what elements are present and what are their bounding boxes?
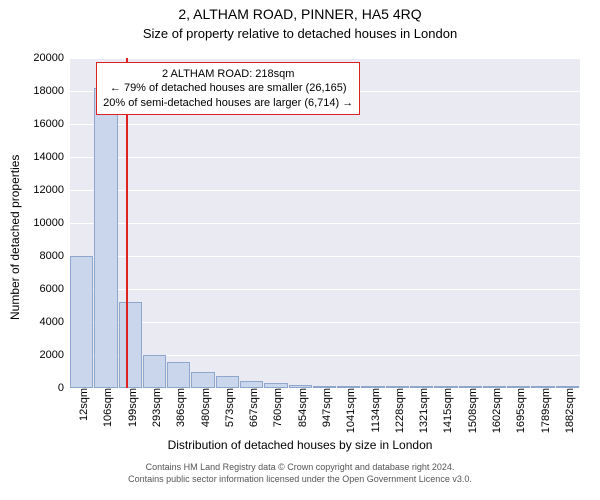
y-tick-label: 14000 bbox=[33, 151, 70, 163]
histogram-bar bbox=[191, 372, 214, 389]
x-tick-label: 1695sqm bbox=[515, 388, 527, 433]
chart-address-title: 2, ALTHAM ROAD, PINNER, HA5 4RQ bbox=[0, 6, 600, 22]
x-tick-label: 1789sqm bbox=[540, 388, 552, 433]
x-axis-label: Distribution of detached houses by size … bbox=[0, 438, 600, 452]
histogram-bar bbox=[119, 302, 142, 388]
gridline bbox=[70, 289, 580, 290]
x-tick-label: 760sqm bbox=[272, 388, 284, 427]
gridline bbox=[70, 190, 580, 191]
y-tick-label: 2000 bbox=[40, 349, 70, 361]
x-tick-label: 1041sqm bbox=[345, 388, 357, 433]
x-tick-label: 12sqm bbox=[78, 388, 90, 421]
histogram-bar bbox=[167, 362, 190, 388]
x-tick-label: 1415sqm bbox=[442, 388, 454, 433]
callout-line2: ← 79% of detached houses are smaller (26… bbox=[103, 81, 353, 95]
x-tick-label: 293sqm bbox=[151, 388, 163, 427]
x-tick-label: 1602sqm bbox=[491, 388, 503, 433]
y-tick-label: 0 bbox=[58, 382, 70, 394]
gridline bbox=[70, 223, 580, 224]
callout-line1: 2 ALTHAM ROAD: 218sqm bbox=[103, 67, 353, 81]
callout-line3: 20% of semi-detached houses are larger (… bbox=[103, 96, 353, 110]
histogram-bar bbox=[216, 376, 239, 388]
attribution-line-1: Contains HM Land Registry data © Crown c… bbox=[0, 462, 600, 474]
y-tick-label: 20000 bbox=[33, 52, 70, 64]
gridline bbox=[70, 58, 580, 59]
x-tick-label: 854sqm bbox=[297, 388, 309, 427]
chart-container: { "header": { "address": "2, ALTHAM ROAD… bbox=[0, 0, 600, 500]
y-tick-label: 8000 bbox=[40, 250, 70, 262]
y-tick-label: 6000 bbox=[40, 283, 70, 295]
histogram-bar bbox=[240, 381, 263, 388]
attribution: Contains HM Land Registry data © Crown c… bbox=[0, 462, 600, 485]
gridline bbox=[70, 157, 580, 158]
x-tick-label: 1882sqm bbox=[564, 388, 576, 433]
plot-area: 0200040006000800010000120001400016000180… bbox=[70, 58, 580, 388]
x-tick-label: 947sqm bbox=[321, 388, 333, 427]
x-tick-label: 1321sqm bbox=[418, 388, 430, 433]
y-tick-label: 10000 bbox=[33, 217, 70, 229]
x-tick-label: 199sqm bbox=[127, 388, 139, 427]
x-tick-label: 1134sqm bbox=[370, 388, 382, 432]
x-tick-label: 573sqm bbox=[224, 388, 236, 427]
callout-box: 2 ALTHAM ROAD: 218sqm← 79% of detached h… bbox=[96, 62, 360, 115]
x-tick-label: 1228sqm bbox=[394, 388, 406, 433]
y-tick-label: 4000 bbox=[40, 316, 70, 328]
x-tick-label: 480sqm bbox=[200, 388, 212, 427]
histogram-bar bbox=[143, 355, 166, 388]
y-axis-label: Number of detached properties bbox=[8, 155, 22, 320]
histogram-bar bbox=[94, 88, 117, 388]
chart-subtitle: Size of property relative to detached ho… bbox=[0, 26, 600, 41]
x-tick-label: 1508sqm bbox=[467, 388, 479, 433]
x-tick-label: 386sqm bbox=[175, 388, 187, 427]
x-tick-label: 106sqm bbox=[102, 388, 114, 427]
gridline bbox=[70, 124, 580, 125]
y-tick-label: 18000 bbox=[33, 85, 70, 97]
gridline bbox=[70, 256, 580, 257]
y-tick-label: 12000 bbox=[33, 184, 70, 196]
gridline bbox=[70, 322, 580, 323]
histogram-bar bbox=[70, 256, 93, 388]
y-tick-label: 16000 bbox=[33, 118, 70, 130]
x-tick-label: 667sqm bbox=[248, 388, 260, 427]
attribution-line-2: Contains public sector information licen… bbox=[0, 474, 600, 486]
